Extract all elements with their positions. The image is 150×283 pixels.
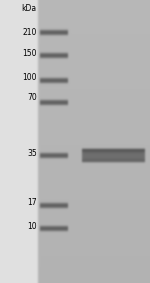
Text: kDa: kDa bbox=[22, 4, 37, 13]
Text: 70: 70 bbox=[27, 93, 37, 102]
Text: 35: 35 bbox=[27, 149, 37, 158]
Text: 17: 17 bbox=[27, 198, 37, 207]
Text: 100: 100 bbox=[22, 73, 37, 82]
Text: 10: 10 bbox=[27, 222, 37, 231]
Text: 150: 150 bbox=[22, 49, 37, 58]
Text: 210: 210 bbox=[22, 28, 37, 37]
